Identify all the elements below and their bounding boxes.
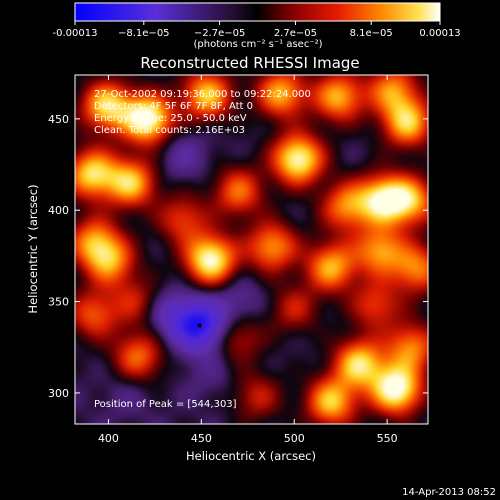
- colorbar-ticks: [74, 21, 441, 25]
- x-ticks: 400 450 500 550: [98, 75, 398, 445]
- x-tick-label: 450: [191, 432, 212, 445]
- peak-position-text: Position of Peak = [544,303]: [94, 399, 237, 410]
- plot-title: Reconstructed RHESSI Image: [140, 54, 359, 72]
- plot-frame: [74, 74, 429, 425]
- y-axis-label: Heliocentric Y (arcsec): [26, 184, 40, 313]
- colorbar-unit-label: (photons cm⁻² s⁻¹ asec⁻²): [193, 39, 322, 50]
- colorbar: [74, 2, 441, 22]
- colorbar-tick-label: −8.1e−05: [118, 28, 170, 39]
- y-ticks: 300 350 400 450: [48, 113, 428, 400]
- x-axis-label: Heliocentric X (arcsec): [186, 449, 316, 463]
- colorbar-tick-label: 8.1e−05: [350, 28, 393, 39]
- y-tick-label: 350: [48, 296, 69, 309]
- y-tick-label: 450: [48, 113, 69, 126]
- info-line-time: 27-Oct-2002 09:19:36.000 to 09:22:24.000: [94, 89, 311, 100]
- x-tick-label: 400: [98, 432, 119, 445]
- colorbar-tick-label: -0.00013: [53, 28, 98, 39]
- y-tick-label: 300: [48, 387, 69, 400]
- info-line-counts: Clean. Total counts: 2.16E+03: [94, 125, 245, 136]
- y-tick-label: 400: [48, 204, 69, 217]
- info-line-detectors: Detectors: 4F 5F 6F 7F 8F, Att 0: [94, 101, 253, 112]
- footer-date: 14-Apr-2013 08:52: [402, 487, 496, 498]
- minimum-marker: [197, 323, 202, 328]
- x-tick-label: 500: [284, 432, 305, 445]
- info-line-energy: Energy Range: 25.0 - 50.0 keV: [94, 113, 247, 124]
- colorbar-tick-label: −2.7e−05: [194, 28, 246, 39]
- heatmap-image: [75, 75, 428, 424]
- x-tick-label: 550: [377, 432, 398, 445]
- colorbar-tick-label: 2.7e−05: [274, 28, 317, 39]
- colorbar-labels: -0.00013 −8.1e−05 −2.7e−05 2.7e−05 8.1e−05 0.…: [53, 28, 461, 39]
- colorbar-tick-label: 0.00013: [419, 28, 460, 39]
